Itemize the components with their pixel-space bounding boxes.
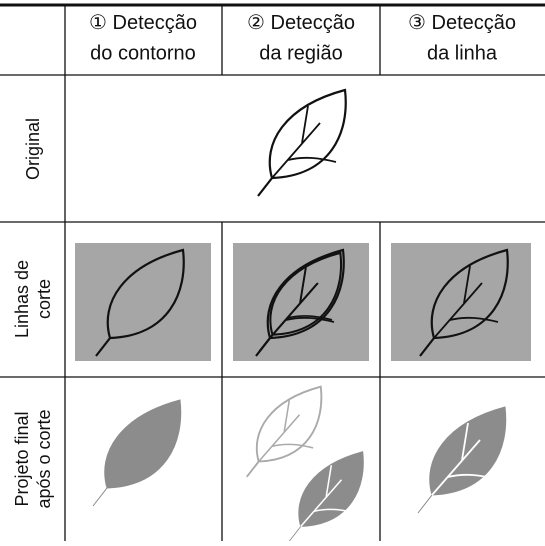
column-header: ② Detecção: [247, 12, 355, 34]
leaf-line-final: [417, 406, 507, 514]
row-label: Projeto final: [12, 411, 32, 506]
row-label: Original: [23, 118, 43, 180]
leaf-region-final: [288, 451, 364, 543]
leaf-original: [256, 88, 347, 198]
cut-area: [391, 243, 531, 361]
header-row: ① Detecção do contorno ② Detecção da reg…: [89, 12, 516, 64]
column-header: da linha: [427, 42, 498, 64]
row-label: Linhas de: [12, 260, 32, 338]
row-label: corte: [34, 279, 54, 319]
row-label: após o corte: [34, 409, 54, 508]
leaf-region-remainder: [245, 385, 323, 478]
column-header: do contorno: [90, 42, 196, 64]
column-header: ① Detecção: [89, 12, 197, 34]
cut-area: [75, 243, 211, 361]
table-grid: [0, 3, 545, 541]
leaf-contour-final: [92, 399, 182, 507]
column-header: da região: [259, 42, 342, 64]
column-header: ③ Detecção: [408, 12, 516, 34]
row-labels: Original Linhas de corte Projeto final a…: [12, 118, 54, 509]
